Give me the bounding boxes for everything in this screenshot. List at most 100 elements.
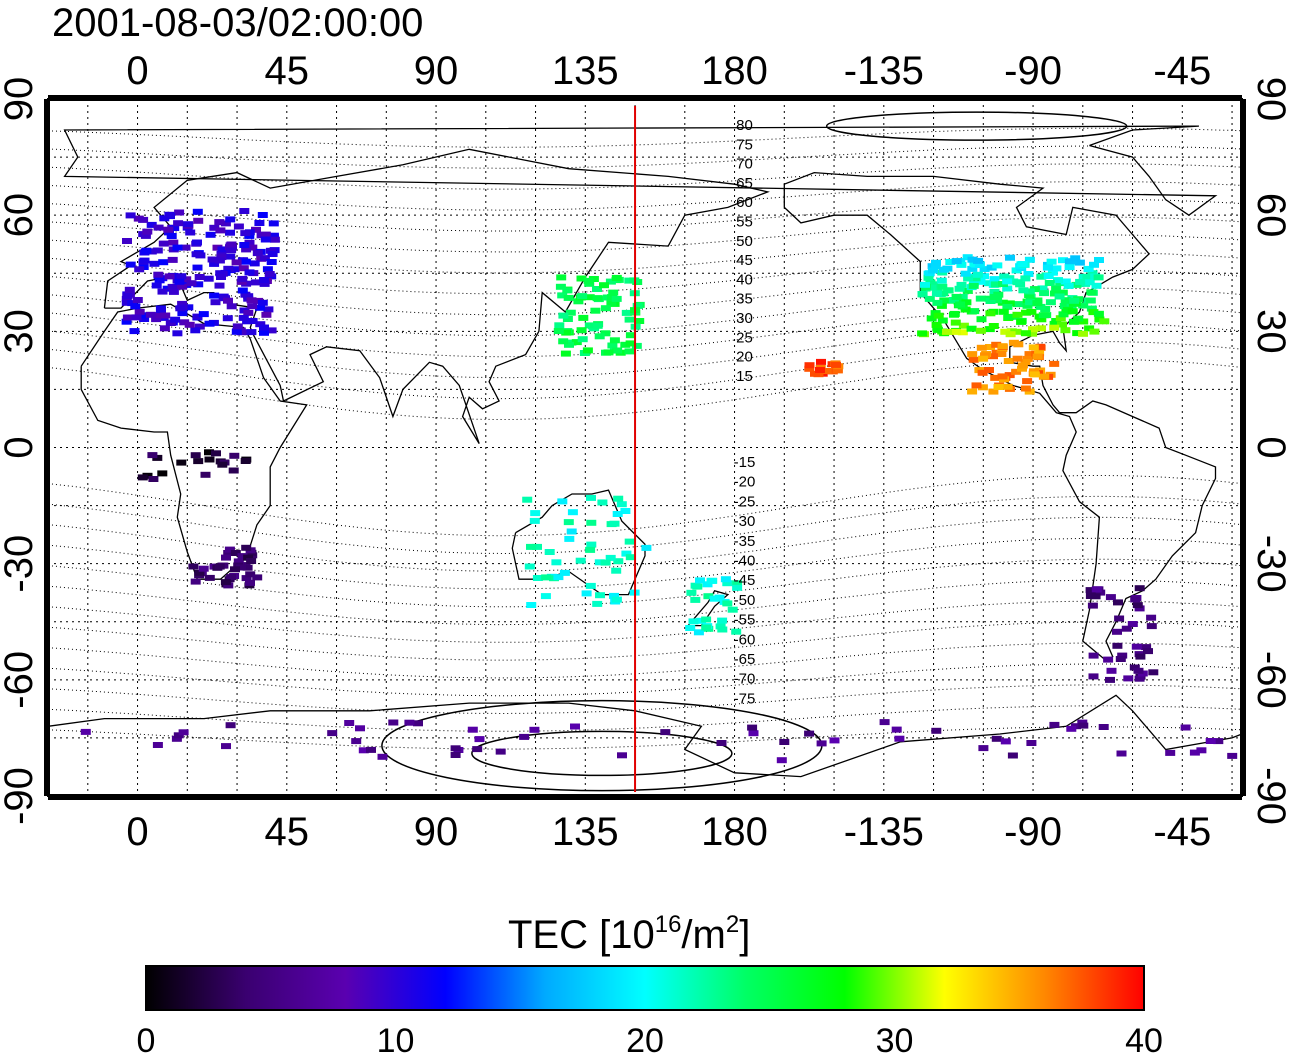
tec-sample bbox=[200, 471, 211, 478]
tec-sample bbox=[686, 589, 697, 596]
tec-sample bbox=[529, 517, 540, 524]
tec-sample bbox=[933, 312, 944, 319]
tec-sample bbox=[827, 368, 838, 375]
tec-sample bbox=[942, 328, 952, 335]
tec-sample bbox=[951, 258, 962, 265]
tec-sample bbox=[1093, 274, 1104, 281]
tec-sample bbox=[1091, 586, 1102, 593]
tec-sample bbox=[988, 353, 998, 360]
tec-sample bbox=[930, 263, 941, 270]
lat-label-left: 60 bbox=[0, 193, 41, 238]
tec-sample bbox=[578, 314, 589, 321]
tec-sample bbox=[192, 313, 203, 320]
tec-sample bbox=[259, 329, 269, 336]
tec-sample bbox=[188, 563, 199, 570]
tec-sample bbox=[1018, 287, 1029, 294]
tec-sample bbox=[625, 554, 636, 561]
tec-sample bbox=[1088, 309, 1099, 316]
tec-sample bbox=[1023, 271, 1034, 277]
tec-sample bbox=[179, 319, 190, 326]
tec-sample bbox=[267, 251, 278, 257]
tec-sample bbox=[260, 231, 271, 238]
tec-sample bbox=[553, 574, 564, 581]
tec-sample bbox=[134, 308, 145, 315]
tec-sample bbox=[1133, 667, 1144, 674]
tec-sample bbox=[989, 276, 1000, 283]
tec-sample bbox=[1012, 311, 1023, 318]
maglat-label: -40 bbox=[734, 553, 756, 570]
tec-sample bbox=[472, 746, 483, 753]
tec-sample bbox=[226, 303, 237, 310]
tec-sample bbox=[1060, 278, 1071, 285]
tec-sample bbox=[1069, 297, 1080, 304]
tec-sample bbox=[731, 628, 742, 635]
maglat-label: 60 bbox=[736, 194, 753, 211]
tec-sample bbox=[192, 208, 203, 215]
tec-sample bbox=[977, 369, 988, 376]
tec-sample bbox=[1054, 293, 1065, 300]
tec-sample bbox=[566, 528, 577, 535]
tec-sample bbox=[967, 351, 978, 358]
tec-sample bbox=[121, 318, 132, 325]
tec-sample bbox=[229, 266, 240, 273]
tec-sample bbox=[1112, 642, 1123, 649]
tec-sample bbox=[939, 297, 950, 304]
tec-sample bbox=[920, 281, 930, 288]
tec-sample bbox=[1067, 308, 1078, 315]
tec-sample bbox=[1114, 615, 1125, 622]
tec-sample bbox=[1004, 275, 1015, 282]
tec-sample bbox=[129, 328, 140, 335]
lat-label-left: 0 bbox=[0, 436, 41, 458]
tec-sample bbox=[690, 582, 701, 589]
tec-sample bbox=[1072, 330, 1083, 337]
tec-sample bbox=[923, 274, 934, 281]
tec-sample bbox=[992, 262, 1003, 269]
tec-sample bbox=[971, 382, 982, 389]
tec-sample bbox=[1116, 750, 1127, 757]
tec-sample bbox=[1078, 302, 1089, 309]
coastline bbox=[103, 148, 770, 444]
tec-sample bbox=[257, 299, 268, 306]
tec-sample bbox=[242, 564, 253, 571]
tec-sample bbox=[222, 315, 233, 322]
tec-sample bbox=[166, 233, 177, 239]
tec-sample bbox=[1086, 305, 1097, 312]
tec-sample bbox=[609, 520, 620, 527]
tec-sample bbox=[1004, 300, 1015, 307]
tec-sample bbox=[631, 342, 642, 349]
tec-sample bbox=[226, 241, 237, 248]
tec-sample bbox=[1135, 653, 1146, 660]
tec-sample bbox=[358, 747, 369, 754]
tec-sample bbox=[247, 244, 258, 251]
tec-sample bbox=[1117, 652, 1128, 659]
tec-sample bbox=[551, 559, 562, 566]
tec-sample bbox=[249, 260, 260, 267]
tec-sample bbox=[225, 253, 236, 260]
tec-sample bbox=[240, 230, 251, 237]
tec-sample bbox=[220, 579, 231, 586]
tec-sample bbox=[917, 330, 928, 337]
tec-region bbox=[188, 544, 263, 589]
tec-sample bbox=[1003, 358, 1014, 364]
colorbar bbox=[145, 965, 1145, 1011]
tec-sample bbox=[246, 558, 257, 564]
contour-line bbox=[47, 145, 1241, 169]
tec-sample bbox=[1024, 256, 1035, 263]
tec-region bbox=[685, 576, 743, 636]
tec-sample bbox=[1089, 261, 1099, 268]
tec-sample bbox=[377, 753, 388, 760]
tec-sample bbox=[1021, 309, 1031, 316]
tec-sample bbox=[261, 311, 272, 318]
tec-sample bbox=[576, 275, 587, 282]
tec-sample bbox=[1123, 675, 1134, 682]
tec-sample bbox=[239, 242, 250, 248]
magnetic-latitude-contours bbox=[47, 111, 1241, 792]
tec-sample bbox=[1083, 265, 1094, 272]
magnetic-latitude-labels: 80 75 70 65 60 55 50 45 40 35 30 25 20 15 -15 -20 -25 -30… bbox=[734, 117, 756, 707]
maglat-label: 55 bbox=[736, 214, 753, 231]
tec-sample bbox=[1189, 749, 1200, 756]
tec-sample bbox=[194, 323, 205, 330]
tec-sample bbox=[247, 318, 258, 324]
contour-line bbox=[47, 475, 1241, 537]
maglat-label: 70 bbox=[736, 156, 753, 173]
